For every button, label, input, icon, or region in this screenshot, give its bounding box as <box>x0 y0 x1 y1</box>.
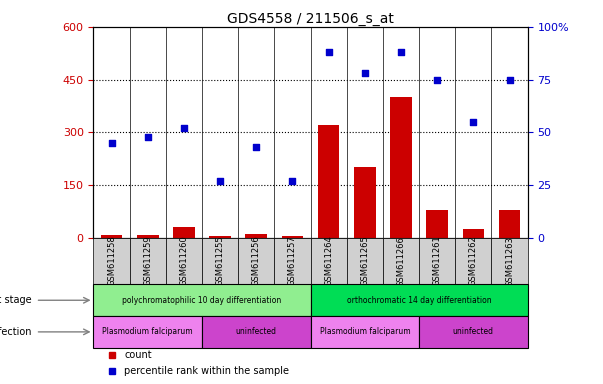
Bar <box>238 238 274 285</box>
Bar <box>282 236 303 238</box>
Point <box>288 178 297 184</box>
Bar <box>419 316 528 348</box>
Bar <box>354 167 376 238</box>
Bar <box>245 234 267 238</box>
Bar <box>426 210 448 238</box>
Text: GSM611259: GSM611259 <box>144 236 152 286</box>
Bar <box>347 238 383 285</box>
Text: GSM611263: GSM611263 <box>505 236 514 286</box>
Bar <box>130 238 166 285</box>
Text: development stage: development stage <box>0 295 32 305</box>
Bar <box>202 316 311 348</box>
Bar <box>166 238 202 285</box>
Bar <box>209 236 231 238</box>
Text: infection: infection <box>0 327 32 337</box>
Text: percentile rank within the sample: percentile rank within the sample <box>124 366 289 376</box>
Bar <box>274 238 311 285</box>
Text: GSM611257: GSM611257 <box>288 236 297 286</box>
Bar <box>93 238 130 285</box>
Text: polychromatophilic 10 day differentiation: polychromatophilic 10 day differentiatio… <box>122 296 282 305</box>
Text: count: count <box>124 350 152 360</box>
Bar <box>173 227 195 238</box>
Bar <box>383 238 419 285</box>
Bar <box>311 238 347 285</box>
Bar <box>463 229 484 238</box>
Text: Plasmodium falciparum: Plasmodium falciparum <box>320 328 410 336</box>
Text: GSM611264: GSM611264 <box>324 236 333 286</box>
Point <box>143 134 153 140</box>
Text: GSM611261: GSM611261 <box>433 236 441 286</box>
Bar <box>499 210 520 238</box>
Text: uninfected: uninfected <box>453 328 494 336</box>
Text: GSM611258: GSM611258 <box>107 236 116 286</box>
Bar <box>101 235 122 238</box>
Bar <box>311 316 419 348</box>
Point <box>251 144 261 150</box>
Text: Plasmodium falciparum: Plasmodium falciparum <box>103 328 193 336</box>
Point <box>505 76 514 83</box>
Text: GSM611260: GSM611260 <box>180 236 188 286</box>
Bar <box>455 238 491 285</box>
Bar <box>419 238 455 285</box>
Bar <box>318 125 339 238</box>
Bar <box>137 235 159 238</box>
Point <box>324 49 333 55</box>
Text: GSM611262: GSM611262 <box>469 236 478 286</box>
Point <box>396 49 406 55</box>
Bar <box>390 97 412 238</box>
Point <box>179 125 189 131</box>
Point <box>360 70 370 76</box>
Bar <box>491 238 528 285</box>
Bar <box>93 316 202 348</box>
Text: orthochromatic 14 day differentiation: orthochromatic 14 day differentiation <box>347 296 491 305</box>
Text: GSM611266: GSM611266 <box>397 236 405 286</box>
Point <box>107 140 116 146</box>
Text: GSM611265: GSM611265 <box>361 236 369 286</box>
Title: GDS4558 / 211506_s_at: GDS4558 / 211506_s_at <box>227 12 394 26</box>
Bar <box>93 285 311 316</box>
Point <box>432 76 442 83</box>
Point <box>215 178 225 184</box>
Bar <box>202 238 238 285</box>
Text: GSM611256: GSM611256 <box>252 236 260 286</box>
Bar <box>311 285 528 316</box>
Text: uninfected: uninfected <box>236 328 277 336</box>
Text: GSM611255: GSM611255 <box>216 236 224 286</box>
Point <box>469 119 478 125</box>
